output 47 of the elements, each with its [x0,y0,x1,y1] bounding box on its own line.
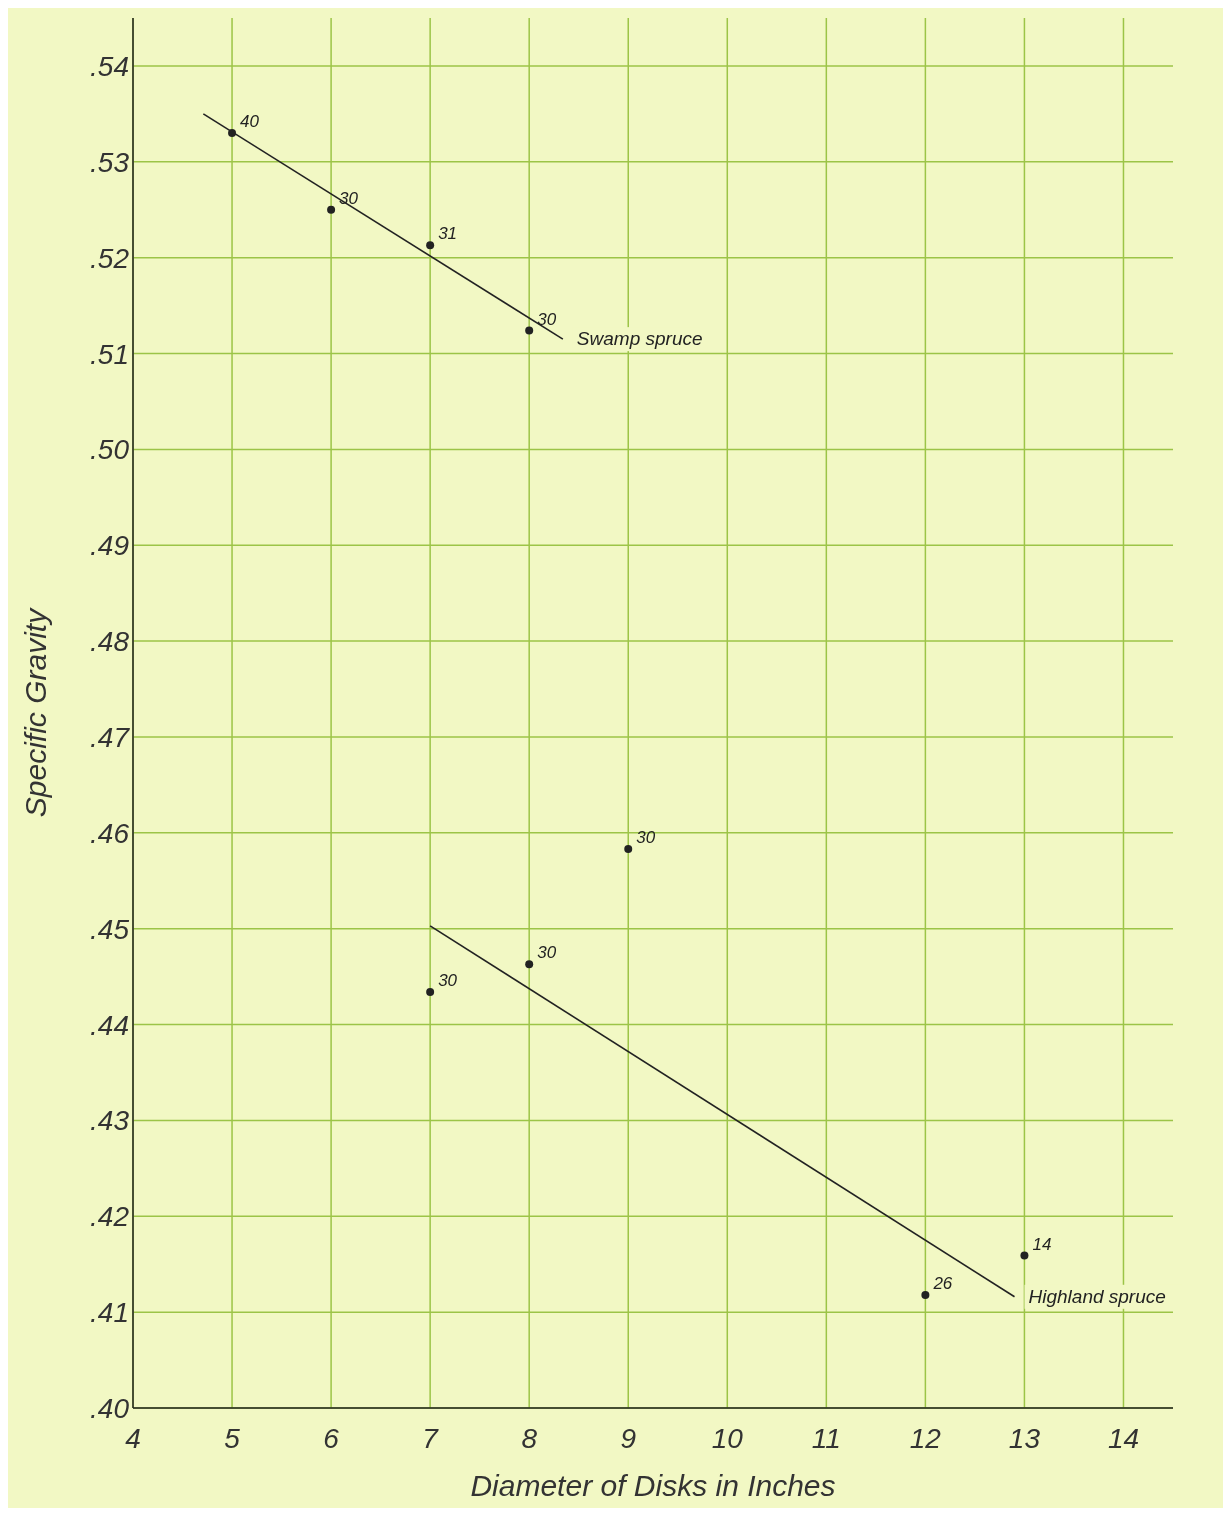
annotation: 30 [438,970,458,990]
y-tick-label: .44 [90,1009,129,1041]
x-axis-title: Diameter of Disks in Inches [470,1469,836,1502]
annotation: 14 [1032,1234,1052,1254]
annotation: 30 [339,188,359,208]
x-tick-label: 7 [422,1423,440,1454]
x-tick-label: 10 [711,1423,744,1454]
y-axis-title: Specific Gravity [19,606,52,818]
y-tick-label: .40 [90,1393,130,1424]
x-tick-label: 12 [909,1423,942,1454]
y-tick-label: .49 [90,530,129,562]
x-tick-label: 8 [521,1423,538,1454]
y-tick-label: .50 [90,434,130,466]
x-tick-label: 4 [125,1423,141,1454]
series-label: Highland spruce [1028,1285,1166,1307]
y-tick-label: .52 [90,242,130,274]
y-tick-label: .41 [90,1297,129,1329]
annotation: 30 [636,828,656,848]
point [525,326,534,335]
point [426,987,435,996]
annotation: 26 [932,1273,953,1293]
series-label: Swamp spruce [576,328,703,350]
annotation: 31 [438,224,458,244]
y-tick-label: .54 [90,50,129,82]
x-tick-label: 5 [224,1423,241,1454]
y-tick-label: .45 [90,913,130,945]
y-tick-label: .51 [90,338,129,370]
y-tick-label: .42 [90,1201,130,1233]
x-tick-label: 14 [1107,1423,1140,1454]
annotation: 30 [537,943,557,963]
point [525,960,534,969]
x-tick-label: 9 [620,1423,637,1454]
x-tick-label: 11 [811,1423,841,1454]
annotation: 30 [537,309,557,329]
annotation: 40 [240,112,260,132]
x-tick-label: 13 [1008,1423,1041,1454]
y-tick-label: .46 [90,817,130,849]
x-tick-label: 6 [323,1423,340,1454]
point [1020,1251,1029,1260]
y-tick-label: .48 [90,626,130,658]
point [921,1290,930,1299]
point [624,845,633,854]
y-tick-label: .53 [90,146,130,178]
y-tick-label: .47 [90,721,131,753]
point [327,205,336,214]
y-tick-label: .43 [90,1105,130,1137]
point [426,241,435,250]
